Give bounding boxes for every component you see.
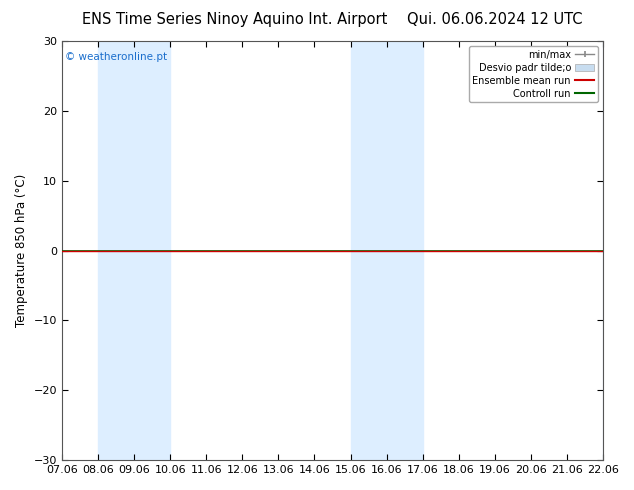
Bar [603,41,634,460]
Bar [351,41,423,460]
Text: © weatheronline.pt: © weatheronline.pt [65,51,167,62]
Text: ENS Time Series Ninoy Aquino Int. Airport: ENS Time Series Ninoy Aquino Int. Airpor… [82,12,387,27]
Y-axis label: Temperature 850 hPa (°C): Temperature 850 hPa (°C) [15,174,28,327]
Text: Qui. 06.06.2024 12 UTC: Qui. 06.06.2024 12 UTC [407,12,582,27]
Legend: min/max, Desvio padr tilde;o, Ensemble mean run, Controll run: min/max, Desvio padr tilde;o, Ensemble m… [469,46,598,102]
Bar [98,41,170,460]
